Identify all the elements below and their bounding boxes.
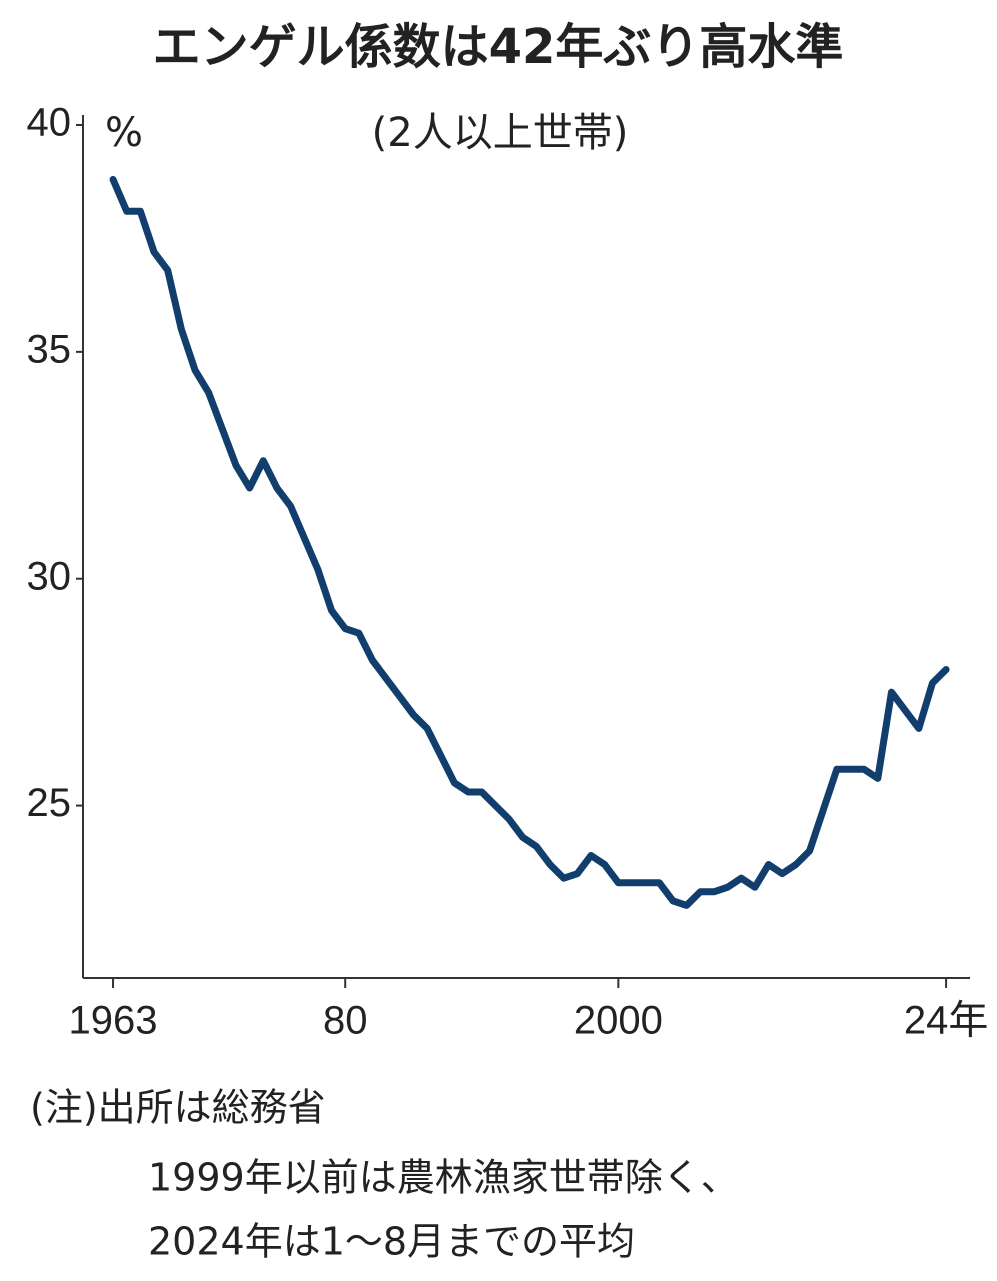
x-tick-label: 2000: [574, 999, 663, 1043]
chart-subtitle: (2人以上世帯): [372, 110, 629, 156]
chart-title: エンゲル係数は42年ぶり高水準: [153, 19, 844, 75]
x-tick-label: 24年: [904, 999, 989, 1043]
note: 1999年以前は農林漁家世帯除く、: [148, 1156, 739, 1200]
x-tick-label: 80: [323, 999, 368, 1043]
note: 2024年は1～8月までの平均: [148, 1220, 635, 1264]
x-tick-label: 1963: [69, 999, 158, 1043]
y-tick-label: 25: [27, 781, 72, 825]
y-tick-label: 35: [27, 327, 72, 371]
y-tick-label: 40: [27, 101, 72, 145]
note: (注)出所は総務省: [30, 1086, 326, 1130]
data-line: [109, 175, 950, 909]
y-tick-label: 30: [27, 554, 72, 598]
y-axis-label: %: [105, 110, 143, 156]
